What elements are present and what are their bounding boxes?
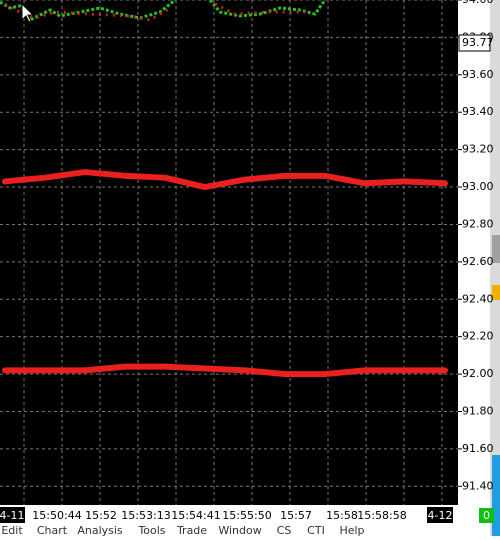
x-tick-label: 15:50:44: [32, 509, 81, 522]
x-tick-label: 15:53:13: [121, 509, 170, 522]
scroll-marker: [492, 455, 500, 536]
x-tick-label: 15:57: [280, 509, 312, 522]
y-tick-label: 91.40: [462, 479, 494, 492]
y-tick-label: 92.20: [462, 330, 494, 343]
menu-item[interactable]: Edit: [1, 524, 23, 537]
menu-item[interactable]: Analysis: [77, 524, 123, 537]
y-tick-label: 92.60: [462, 255, 494, 268]
x-axis-bar: [0, 505, 490, 525]
price-bars: [4, 2, 305, 22]
mouse-cursor: [21, 2, 35, 23]
last-price-box: [458, 34, 491, 52]
y-tick-label: 93.40: [462, 105, 494, 118]
x-tick-label: 4-11: [0, 509, 24, 522]
y-tick-label: 93.00: [462, 180, 494, 193]
menu-item[interactable]: Window: [218, 524, 261, 537]
menu-item[interactable]: Tools: [137, 524, 165, 537]
menu-item[interactable]: Chart: [37, 524, 68, 537]
x-tick-label: 15:52: [85, 509, 117, 522]
position-box: [479, 508, 494, 523]
drawn-line: [2, 363, 448, 378]
scroll-marker: [492, 235, 500, 263]
menu-item[interactable]: CTI: [307, 524, 325, 537]
y-tick-label: 92.00: [462, 367, 494, 380]
y-tick-label: 91.80: [462, 404, 494, 417]
menu-item[interactable]: Trade: [176, 524, 207, 537]
plot-area: [0, 0, 458, 505]
x-tick-label: 15:54:41: [171, 509, 220, 522]
date-box: [0, 507, 25, 523]
x-tick-label: 4-12: [428, 509, 453, 522]
x-tick-label: 15:58:58: [357, 509, 406, 522]
y-tick-label: 93.20: [462, 143, 494, 156]
y-tick-label: 92.40: [462, 292, 494, 305]
x-tick-label: 15:58: [326, 509, 358, 522]
menu-item[interactable]: CS: [277, 524, 292, 537]
menu-item[interactable]: Help: [339, 524, 364, 537]
y-tick-label: 93.60: [462, 68, 494, 81]
scroll-marker: [492, 285, 500, 300]
y-tick-label: 91.60: [462, 442, 494, 455]
position-count: 0: [483, 509, 490, 522]
scrollbar[interactable]: [490, 0, 500, 536]
drawn-line: [2, 169, 448, 191]
y-tick-label: 92.80: [462, 217, 494, 230]
y-tick-label: 94.00: [462, 0, 494, 6]
date-box: [427, 507, 453, 523]
last-price-label: 93.77: [462, 36, 494, 49]
x-tick-label: 15:55:50: [222, 509, 271, 522]
